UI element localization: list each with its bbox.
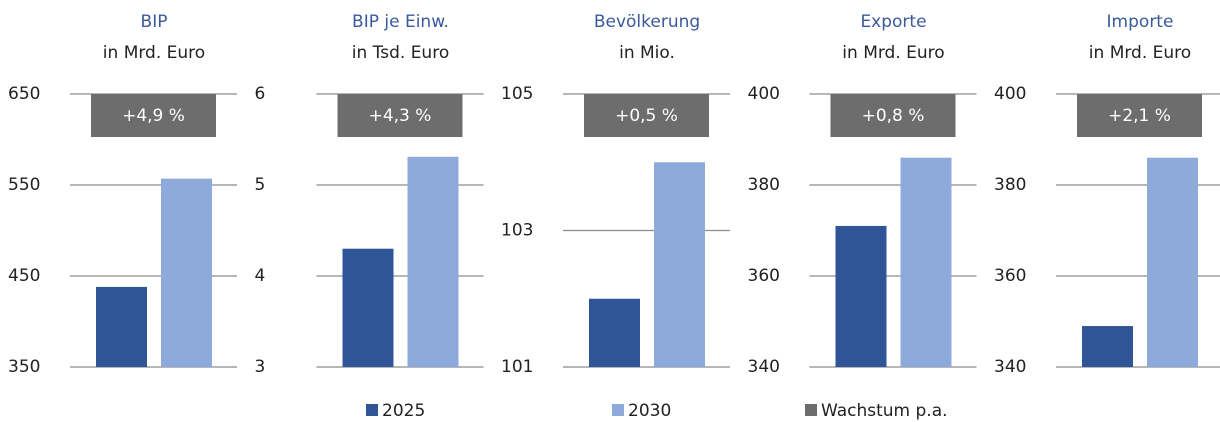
y-tick-label: 340: [994, 357, 1026, 377]
y-tick-label: 350: [8, 357, 40, 377]
growth-box: [584, 94, 709, 137]
chart-title: Exporte: [860, 12, 926, 32]
y-tick-label: 101: [501, 357, 533, 377]
y-tick-label: 105: [501, 84, 533, 104]
y-tick-label: 400: [994, 84, 1026, 104]
growth-label: +4,3 %: [369, 106, 432, 126]
y-tick-label: 340: [748, 357, 780, 377]
growth-label: +0,8 %: [862, 106, 925, 126]
y-tick-label: 380: [994, 175, 1026, 195]
bar: [835, 225, 887, 367]
chart-title: Importe: [1107, 12, 1174, 32]
legend-label: 2030: [628, 401, 671, 421]
y-tick-label: 650: [8, 84, 40, 104]
growth-label: +0,5 %: [615, 106, 678, 126]
chart-subtitle: in Mrd. Euro: [842, 43, 944, 63]
growth-box: [1077, 94, 1202, 137]
chart-title: Bevölkerung: [594, 12, 700, 32]
bar: [342, 248, 394, 367]
y-tick-label: 550: [8, 175, 40, 195]
bar: [161, 178, 212, 367]
y-tick-label: 450: [8, 266, 40, 286]
bar: [589, 298, 640, 367]
bar: [900, 157, 952, 367]
y-tick-label: 103: [501, 221, 533, 241]
chart-subtitle: in Tsd. Euro: [352, 43, 449, 63]
y-tick-label: 380: [748, 175, 780, 195]
legend-label: Wachstum p.a.: [821, 401, 948, 421]
legend-label: 2025: [382, 401, 425, 421]
chart-subtitle: in Mrd. Euro: [1089, 43, 1191, 63]
growth-label: +2,1 %: [1108, 106, 1171, 126]
y-tick-label: 4: [255, 266, 266, 286]
legend-swatch: [366, 404, 378, 416]
bar: [407, 156, 459, 367]
chart-title: BIP je Einw.: [352, 12, 449, 32]
y-tick-label: 3: [255, 357, 266, 377]
growth-box: [337, 94, 463, 137]
y-tick-label: 360: [994, 266, 1026, 286]
y-tick-label: 400: [748, 84, 780, 104]
bar: [654, 162, 705, 367]
y-tick-label: 360: [748, 266, 780, 286]
chart-subtitle: in Mrd. Euro: [103, 43, 205, 63]
y-tick-label: 6: [255, 84, 266, 104]
bar: [96, 286, 147, 367]
legend-swatch: [805, 404, 817, 416]
growth-label: +4,9 %: [122, 106, 185, 126]
chart-subtitle: in Mio.: [619, 43, 675, 63]
y-tick-label: 5: [255, 175, 266, 195]
chart-title: BIP: [141, 12, 168, 32]
legend-swatch: [612, 404, 624, 416]
bar: [1147, 157, 1198, 367]
bar: [1082, 326, 1133, 367]
growth-box: [91, 94, 216, 137]
growth-box: [830, 94, 956, 137]
